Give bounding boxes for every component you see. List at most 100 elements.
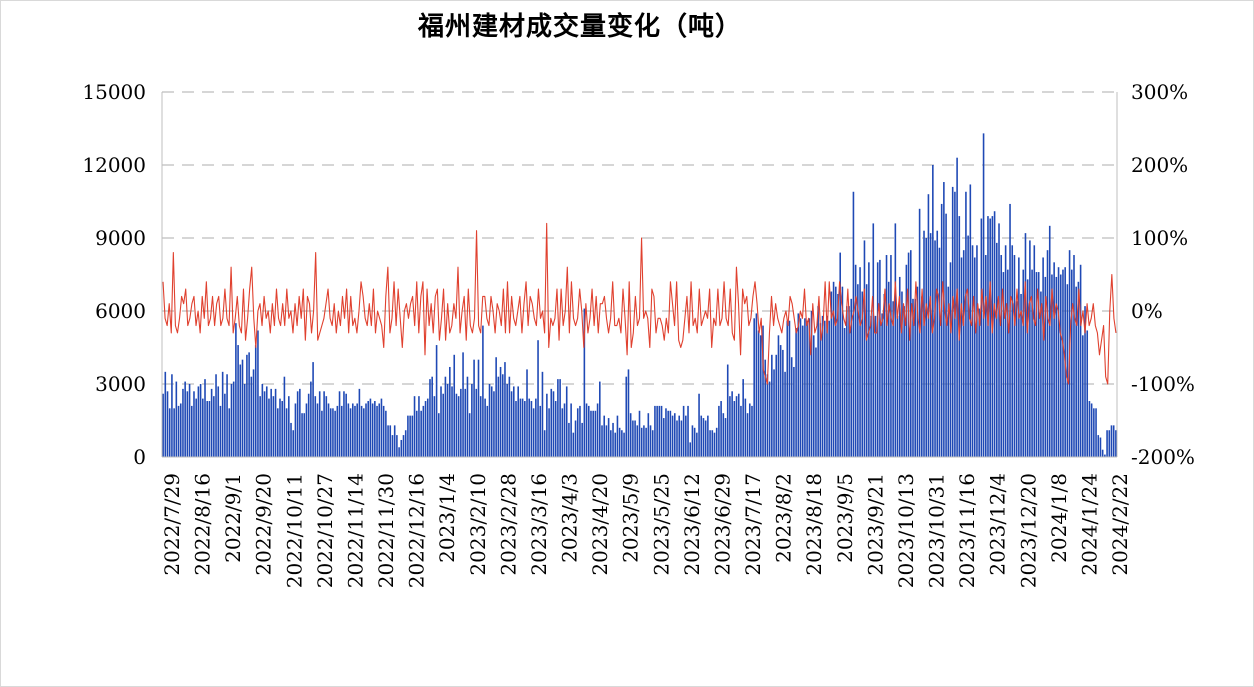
bar [947,286,950,457]
bar [903,306,905,457]
bar [334,410,336,457]
bar [303,413,306,457]
bar [177,405,180,457]
bar [592,410,594,457]
bar [254,345,257,457]
bar [351,403,354,457]
bar [991,216,994,457]
bar [625,376,628,457]
bar [162,393,164,457]
bar [616,415,619,457]
bar [186,391,189,457]
bar [184,381,186,457]
bar [402,435,405,457]
bar [934,240,936,457]
bar [442,393,444,457]
bar [779,345,782,457]
bar [332,408,334,457]
bar [740,405,742,457]
bar [748,403,751,457]
bar [907,252,910,457]
bar [1110,425,1113,457]
bar [610,430,612,457]
y-axis-left-labels: 0 3000 6000 9000 12000 15000 [82,80,146,469]
bar [819,323,822,457]
bar [285,408,288,457]
bar [777,335,780,457]
bar [896,315,899,457]
bar [424,401,427,457]
bar [636,425,639,457]
bar [883,293,886,457]
bar [1015,301,1018,457]
bar [912,298,914,457]
bar [649,425,652,457]
bar [971,245,974,457]
bar [565,386,568,457]
bar [857,284,859,457]
bar [870,315,872,457]
bar [182,388,184,457]
bar [543,430,546,457]
x-tick-label: 2023/1/4 [435,473,459,563]
bar [680,420,683,457]
bar [760,335,762,457]
bar [202,398,204,457]
bar [795,328,797,457]
bar [517,386,519,457]
bar [879,259,881,457]
bar [347,403,350,457]
bar [887,281,890,457]
bar [559,379,561,457]
bar [550,388,553,457]
bar [1020,293,1022,457]
bar [449,366,451,457]
bar [299,388,301,457]
bar [830,291,833,457]
bar [711,430,714,457]
y2-tick-label: 200% [1131,153,1188,177]
bar [1099,437,1102,457]
bar [576,408,579,457]
bar [755,313,758,457]
bar [479,396,482,457]
bar [1115,430,1117,457]
bar [210,388,213,457]
bar [464,388,467,457]
y-tick-label: 12000 [82,153,146,177]
x-tick-label: 2023/2/28 [496,473,520,576]
bar [519,398,522,457]
bar [471,384,473,457]
bar [1095,408,1097,457]
bar [482,325,484,457]
x-tick-label: 2023/5/9 [619,473,643,563]
bar [925,238,928,457]
bar [365,403,367,457]
bar [312,362,314,457]
bar [411,415,414,457]
bar [574,420,577,457]
bar-series [162,133,1117,457]
bar [905,264,908,457]
bar [662,418,665,457]
x-tick-label: 2023/6/12 [680,473,704,576]
x-tick-label: 2023/3/16 [527,473,551,576]
bar [726,364,729,457]
bar [612,422,614,457]
bar [689,442,692,457]
bar [775,354,778,457]
bar [418,396,420,457]
bar [508,376,511,457]
bar [429,379,431,457]
bar [771,354,773,457]
bar [398,447,400,457]
x-tick-label: 2023/7/17 [741,473,765,576]
bar [190,405,193,457]
bar [793,366,795,457]
bar [583,308,586,457]
y-tick-label: 6000 [95,299,146,323]
bar [1018,257,1020,457]
bar [420,410,422,457]
bar [665,408,667,457]
